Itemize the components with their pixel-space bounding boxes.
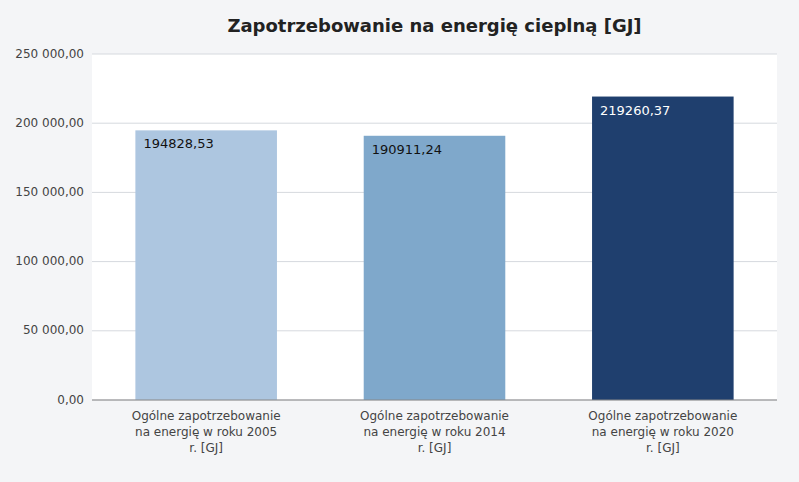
x-tick-label-line: Ogólne zapotrzebowanie [132,409,281,423]
x-tick-label-line: Ogólne zapotrzebowanie [360,409,509,423]
x-tick-label-line: na energię w roku 2014 [363,425,505,439]
data-label: 219260,37 [600,103,670,118]
y-tick-label: 100 000,00 [15,254,84,268]
x-axis-line [92,400,777,401]
y-tick-label: 200 000,00 [15,116,84,130]
x-tick-label-line: na energię w roku 2005 [135,425,277,439]
x-tick-label-line: na energię w roku 2020 [592,425,734,439]
data-label: 190911,24 [372,142,442,157]
data-labels: 194828,53 190911,24 219260,37 [143,103,670,157]
grid-line [92,54,777,55]
x-tick-label-line: r. [GJ] [418,441,452,455]
plot-area [92,54,777,400]
y-tick-label: 0,00 [57,393,84,407]
grid-line [92,400,777,401]
bar [592,97,734,400]
y-tick-label: 250 000,00 [15,47,84,61]
x-tick-label: Ogólne zapotrzebowanie na energię w roku … [360,409,509,455]
x-tick-label: Ogólne zapotrzebowanie na energię w roku … [132,409,281,455]
grid [92,54,777,400]
title: Zapotrzebowanie na energię cieplną [GJ] [227,15,641,36]
page: {"chart_data": { "type": "bar", "title":… [0,0,799,482]
bar [135,130,277,400]
bar [364,136,506,400]
y-tick-label: 150 000,00 [15,185,84,199]
x-tick-label-line: r. [GJ] [646,441,680,455]
bars [135,97,733,400]
chart: Zapotrzebowanie na energię cieplną [GJ] 0… [0,0,799,482]
x-tick-label-line: Ogólne zapotrzebowanie [588,409,737,423]
x-axis: Ogólne zapotrzebowanie na energię w roku … [132,409,738,455]
y-tick-label: 50 000,00 [23,323,84,337]
y-axis: 0,00 50 000,00 100 000,00 150 000,00 200 000… [15,47,84,407]
x-tick-label-line: r. [GJ] [189,441,223,455]
data-label: 194828,53 [143,136,213,151]
x-tick-label: Ogólne zapotrzebowanie na energię w roku … [588,409,737,455]
